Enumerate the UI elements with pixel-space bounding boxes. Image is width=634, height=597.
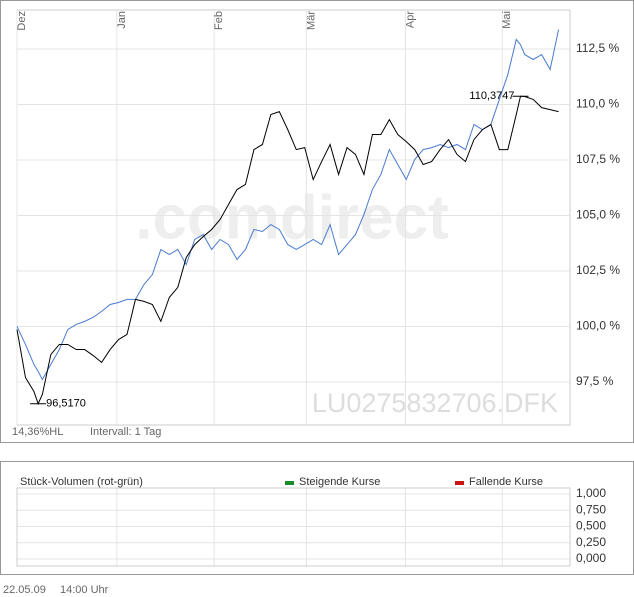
- x-tick-label: Dez: [16, 11, 28, 31]
- volume-title: Stück-Volumen (rot-grün): [20, 476, 143, 488]
- legend-label: Fallende Kurse: [469, 476, 543, 488]
- annotation-label: 96,5170: [46, 398, 86, 410]
- x-tick-label: Apr: [404, 11, 416, 28]
- volume-tick-label: 1,000: [576, 486, 606, 500]
- watermark: .comdirect: [135, 183, 449, 252]
- symbol-watermark: LU0275832706.DFK: [312, 388, 558, 418]
- annotation-label: 110,3747: [469, 90, 514, 102]
- x-tick-label: Mai: [501, 11, 513, 29]
- y-tick-label: 102,5 %: [576, 263, 620, 277]
- y-tick-label: 112,5 %: [576, 41, 619, 55]
- volume-frame: [0, 461, 634, 575]
- y-tick-label: 110,0 %: [576, 97, 619, 111]
- y-tick-label: 105,0 %: [576, 208, 620, 222]
- range-info: 14,36%HL: [12, 426, 63, 438]
- x-tick-label: Jan: [116, 11, 128, 29]
- volume-tick-label: 0,000: [576, 551, 606, 565]
- y-tick-label: 97,5 %: [576, 374, 614, 388]
- y-tick-label: 100,0 %: [576, 319, 620, 333]
- volume-tick-label: 0,500: [576, 519, 606, 533]
- legend-swatch: [285, 481, 294, 485]
- main-frame: [0, 0, 634, 443]
- series-line: [16, 95, 559, 406]
- volume-tick-label: 0,750: [576, 502, 606, 516]
- series-line: [16, 29, 560, 381]
- volume-plot-frame: [16, 487, 571, 567]
- x-tick-label: Mär: [305, 11, 317, 30]
- legend-swatch: [455, 481, 464, 485]
- volume-tick-label: 0,250: [576, 535, 606, 549]
- time: 14:00 Uhr: [60, 584, 109, 596]
- legend-label: Steigende Kurse: [299, 476, 380, 488]
- interval: Intervall: 1 Tag: [90, 426, 161, 438]
- y-tick-label: 107,5 %: [576, 152, 620, 166]
- x-tick-label: Feb: [213, 11, 225, 30]
- date: 22.05.09: [3, 584, 46, 596]
